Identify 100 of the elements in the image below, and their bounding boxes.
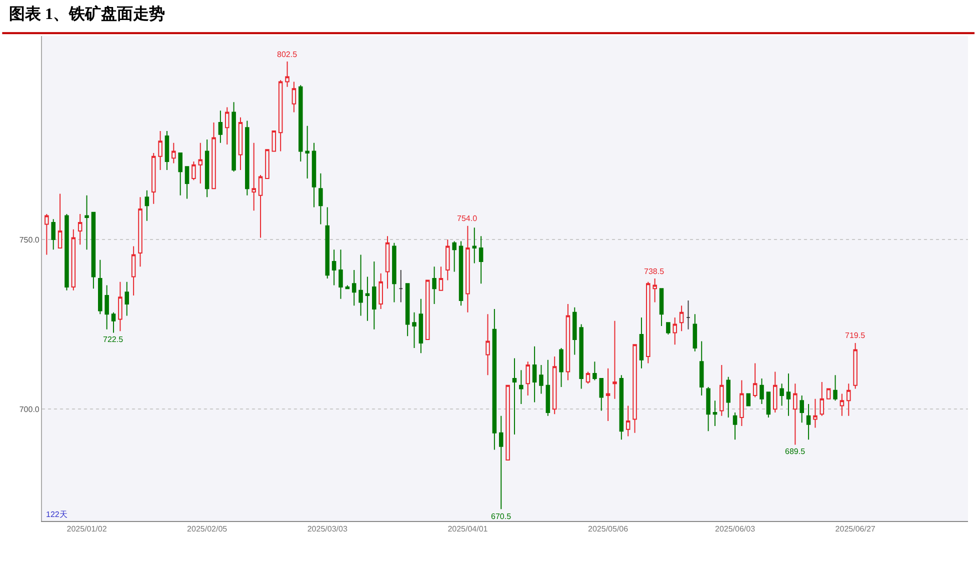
- candlestick: [265, 149, 270, 179]
- candlestick: [472, 227, 477, 264]
- annotation: 689.5: [785, 447, 806, 456]
- candlestick: [806, 403, 811, 440]
- candlestick: [272, 130, 276, 152]
- candlestick: [458, 240, 464, 306]
- candlestick: [338, 249, 343, 300]
- candlestick: [425, 280, 430, 340]
- candlestick: [412, 312, 416, 349]
- candlestick: [118, 281, 122, 332]
- candlestick: [158, 130, 162, 170]
- x-tick-label: 2025/06/27: [835, 524, 876, 534]
- candlestick: [131, 246, 136, 296]
- chart-title: 图表 1、铁矿盘面走势: [9, 5, 165, 23]
- candlestick: [418, 298, 424, 354]
- candlestick: [64, 214, 69, 291]
- candlestick: [71, 228, 76, 291]
- candlestick: [392, 242, 396, 303]
- candlestick: [786, 372, 791, 416]
- candlestick: [144, 190, 150, 222]
- candlestick: [559, 348, 564, 388]
- candlestick: [258, 174, 263, 238]
- candlestick: [846, 383, 851, 416]
- candlestick: [840, 393, 844, 416]
- candlestick: [98, 259, 102, 315]
- candlestick: [592, 361, 597, 381]
- candlestick: [746, 393, 751, 406]
- candlestick: [452, 240, 456, 272]
- candlestick: [800, 395, 804, 424]
- candlestick: [51, 218, 56, 250]
- candlestick: [853, 342, 858, 390]
- candlestick: [639, 317, 644, 369]
- candlestick: [164, 130, 170, 170]
- candlestick: [78, 214, 82, 246]
- candlestick: [365, 276, 370, 322]
- candlestick: [679, 305, 684, 332]
- candlestick: [626, 405, 630, 437]
- candlestick: [252, 142, 256, 212]
- candlestick: [686, 300, 690, 330]
- candlestick: [352, 270, 356, 306]
- candlestick: [766, 392, 771, 418]
- candlestick: [151, 152, 156, 204]
- candlestick: [666, 322, 670, 335]
- candlestick: [813, 398, 818, 428]
- candlestick: [720, 364, 724, 416]
- x-tick-label: 2025/06/03: [715, 524, 756, 534]
- candlestick: [232, 102, 236, 172]
- candlestick: [318, 172, 323, 225]
- annotation: 802.5: [277, 50, 298, 59]
- candlestick: [512, 358, 517, 436]
- candlestick: [312, 142, 316, 208]
- candlestick: [178, 152, 182, 196]
- candlestick: [506, 384, 510, 460]
- y-tick-label: 700.0: [19, 404, 40, 414]
- candlestick: [619, 374, 624, 440]
- candlestick: [712, 400, 718, 427]
- candlestick: [104, 284, 109, 330]
- y-tick-label: 750.0: [19, 235, 40, 244]
- candlestick: [111, 312, 116, 334]
- candlestick: [820, 381, 824, 416]
- candlestick: [652, 278, 657, 303]
- candlestick: [184, 166, 190, 200]
- candlestick: [212, 122, 216, 190]
- candlestick: [332, 249, 336, 286]
- candlestick: [486, 314, 490, 376]
- candlestick: [378, 272, 383, 310]
- candlestick: [238, 116, 243, 170]
- candlestick: [692, 314, 698, 352]
- candlestick: [780, 383, 784, 406]
- candlestick: [91, 212, 96, 290]
- candlestick: [385, 236, 390, 290]
- x-tick-label: 2025/03/03: [307, 524, 348, 534]
- candlestick: [466, 225, 470, 313]
- candlestick: [325, 206, 330, 279]
- candlestick: [752, 362, 758, 398]
- candlestick: [298, 84, 303, 162]
- candlestick: [278, 80, 283, 152]
- candlestick: [699, 340, 704, 396]
- candlestick: [519, 370, 524, 404]
- candlestick: [84, 194, 89, 250]
- candlestick: [612, 320, 617, 400]
- annotation: 738.5: [644, 267, 665, 276]
- candlestick: [833, 374, 838, 402]
- candlestick: [826, 388, 831, 400]
- candlestick: [572, 306, 577, 356]
- candlestick: [586, 371, 590, 384]
- annotation: 719.5: [845, 331, 866, 340]
- candlestick: [245, 120, 250, 196]
- annotation: 670.5: [491, 512, 512, 521]
- candlestick: [372, 261, 376, 330]
- candlestick: [646, 281, 650, 364]
- candlestick: [498, 415, 504, 510]
- candlestick: [492, 308, 497, 450]
- candlestick: [706, 386, 710, 432]
- candlestick: [599, 378, 604, 412]
- x-tick-label: 2025/05/06: [588, 524, 629, 534]
- candlestick: [204, 138, 210, 198]
- candlestick: [305, 125, 310, 179]
- candlestick: [398, 270, 404, 303]
- candlestick: [44, 214, 49, 256]
